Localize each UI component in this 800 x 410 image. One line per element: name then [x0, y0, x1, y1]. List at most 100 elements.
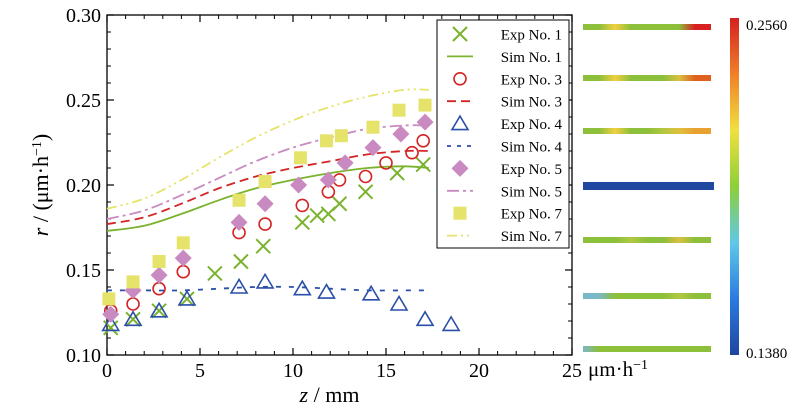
data-point-exp-no-1-stroke — [179, 291, 195, 307]
data-point-exp-no-7 — [392, 103, 406, 117]
data-point-exp-no-1-stroke — [389, 165, 405, 181]
data-point-exp-no-4 — [123, 310, 143, 327]
legend-label-sim-no-5: Sim No. 5 — [501, 184, 562, 200]
y-tick-label: 0.10 — [66, 345, 101, 367]
data-point-exp-no-1 — [179, 291, 195, 307]
data-point-exp-no-1 — [331, 195, 348, 212]
x-tick-label: 20 — [469, 360, 489, 382]
sim-line-sim-no-3 — [106, 149, 429, 225]
series-sim-no-7 — [106, 88, 429, 210]
data-point-exp-no-4 — [441, 315, 461, 332]
y-tick-label: 0.30 — [66, 5, 101, 27]
data-point-exp-no-5 — [230, 213, 248, 231]
x-axis-label: z / mm — [299, 382, 360, 407]
colorbar-unit-text: μm·h — [588, 357, 634, 381]
data-point-exp-no-3 — [295, 198, 310, 213]
y-axis-label: r / (μm·h−1) — [28, 134, 53, 236]
data-point-exp-no-1-stroke — [233, 253, 249, 270]
color-strip — [583, 293, 711, 299]
data-point-exp-no-7 — [126, 275, 140, 289]
y-axis-unit-exponent: −1 — [30, 141, 45, 156]
data-point-exp-no-1-stroke — [357, 184, 374, 200]
legend-label-exp-no-5: Exp No. 5 — [501, 162, 562, 178]
data-point-exp-no-1 — [233, 253, 249, 270]
data-point-exp-no-4 — [415, 310, 435, 327]
data-point-exp-no-1 — [389, 165, 405, 181]
data-point-exp-no-1 — [255, 238, 271, 254]
x-tick-label: 25 — [562, 360, 582, 382]
data-point-exp-no-5 — [290, 176, 308, 194]
data-point-exp-no-3 — [405, 145, 419, 160]
data-point-exp-no-5 — [392, 125, 410, 143]
legend-marker-exp-no-5 — [451, 159, 469, 177]
color-strip — [583, 182, 714, 190]
data-point-exp-no-4 — [229, 277, 249, 294]
data-point-exp-no-4 — [177, 289, 197, 306]
data-point-exp-no-7 — [232, 193, 246, 207]
data-point-exp-no-1 — [125, 311, 141, 328]
x-tick-label: 0 — [102, 360, 112, 382]
sim-line-sim-no-4 — [107, 285, 429, 292]
data-point-exp-no-1-stroke — [294, 214, 311, 231]
series-sim-no-1 — [106, 165, 429, 232]
legend-label-sim-no-4: Sim No. 4 — [501, 140, 563, 156]
data-point-exp-no-1-stroke — [255, 238, 271, 254]
data-point-exp-no-1 — [415, 156, 431, 173]
data-point-exp-no-7 — [176, 236, 190, 250]
y-axis-unit: / (μm·h — [28, 156, 53, 228]
data-point-exp-no-1-stroke — [309, 207, 325, 224]
data-point-exp-no-7 — [102, 292, 116, 306]
data-point-exp-no-1 — [294, 214, 311, 231]
data-point-exp-no-1 — [207, 265, 223, 282]
data-point-exp-no-5 — [256, 195, 274, 213]
data-point-exp-no-7 — [152, 255, 166, 268]
legend-marker-exp-no-7 — [453, 206, 467, 220]
colorbar-max-label: 0.2560 — [746, 18, 787, 34]
data-point-exp-no-3 — [379, 156, 393, 170]
data-point-exp-no-3 — [258, 217, 272, 231]
y-tick-label: 0.15 — [66, 260, 101, 282]
legend-marker-exp-no-1-stroke — [452, 26, 468, 42]
data-point-exp-no-1-stroke — [125, 311, 141, 328]
data-point-exp-no-1 — [151, 303, 167, 319]
data-point-exp-no-1-stroke — [103, 320, 119, 336]
data-point-exp-no-3 — [358, 169, 373, 184]
data-point-exp-no-4 — [389, 294, 409, 311]
series-exp-no-5 — [102, 113, 434, 323]
x-axis-variable: z — [299, 382, 309, 407]
data-point-exp-no-4 — [149, 301, 169, 318]
x-axis-unit: / mm — [308, 382, 359, 407]
legend-marker-exp-no-1 — [452, 26, 468, 42]
data-point-exp-no-7 — [334, 129, 348, 143]
data-point-exp-no-1-stroke — [331, 195, 348, 212]
plot-area: 0 5 10 15 20 25 0.10 0.15 0.20 0.25 0.30 z / mm r / … — [28, 5, 582, 407]
data-point-exp-no-3 — [416, 134, 431, 148]
legend-label-exp-no-7: Exp No. 7 — [501, 207, 563, 223]
series-exp-no-7 — [102, 98, 432, 306]
color-strip — [583, 128, 711, 134]
data-point-exp-no-3 — [176, 264, 191, 279]
legend-label-sim-no-7: Sim No. 7 — [501, 229, 563, 245]
data-point-exp-no-5 — [336, 154, 354, 172]
colorbar-min-label: 0.1380 — [746, 346, 787, 362]
color-strip — [583, 346, 711, 352]
data-point-exp-no-1-stroke — [415, 156, 431, 173]
data-point-exp-no-7 — [418, 98, 432, 112]
data-point-exp-no-4 — [317, 283, 336, 299]
color-strips — [583, 24, 714, 352]
data-point-exp-no-3 — [126, 297, 140, 311]
data-point-exp-no-7 — [366, 120, 380, 134]
legend-label-sim-no-3: Sim No. 3 — [501, 95, 562, 111]
data-point-exp-no-5 — [319, 171, 337, 189]
color-strip — [583, 75, 711, 81]
x-tick-label: 15 — [376, 360, 396, 382]
data-point-exp-no-1-stroke — [207, 265, 223, 282]
colorbar-unit-exponent: −1 — [633, 358, 648, 373]
legend-label-sim-no-1: Sim No. 1 — [501, 50, 562, 66]
data-point-exp-no-3 — [152, 281, 166, 296]
color-strip — [583, 24, 711, 30]
series-exp-no-1 — [103, 156, 431, 336]
data-point-exp-no-4 — [361, 284, 381, 301]
y-tick-label: 0.25 — [66, 90, 101, 112]
